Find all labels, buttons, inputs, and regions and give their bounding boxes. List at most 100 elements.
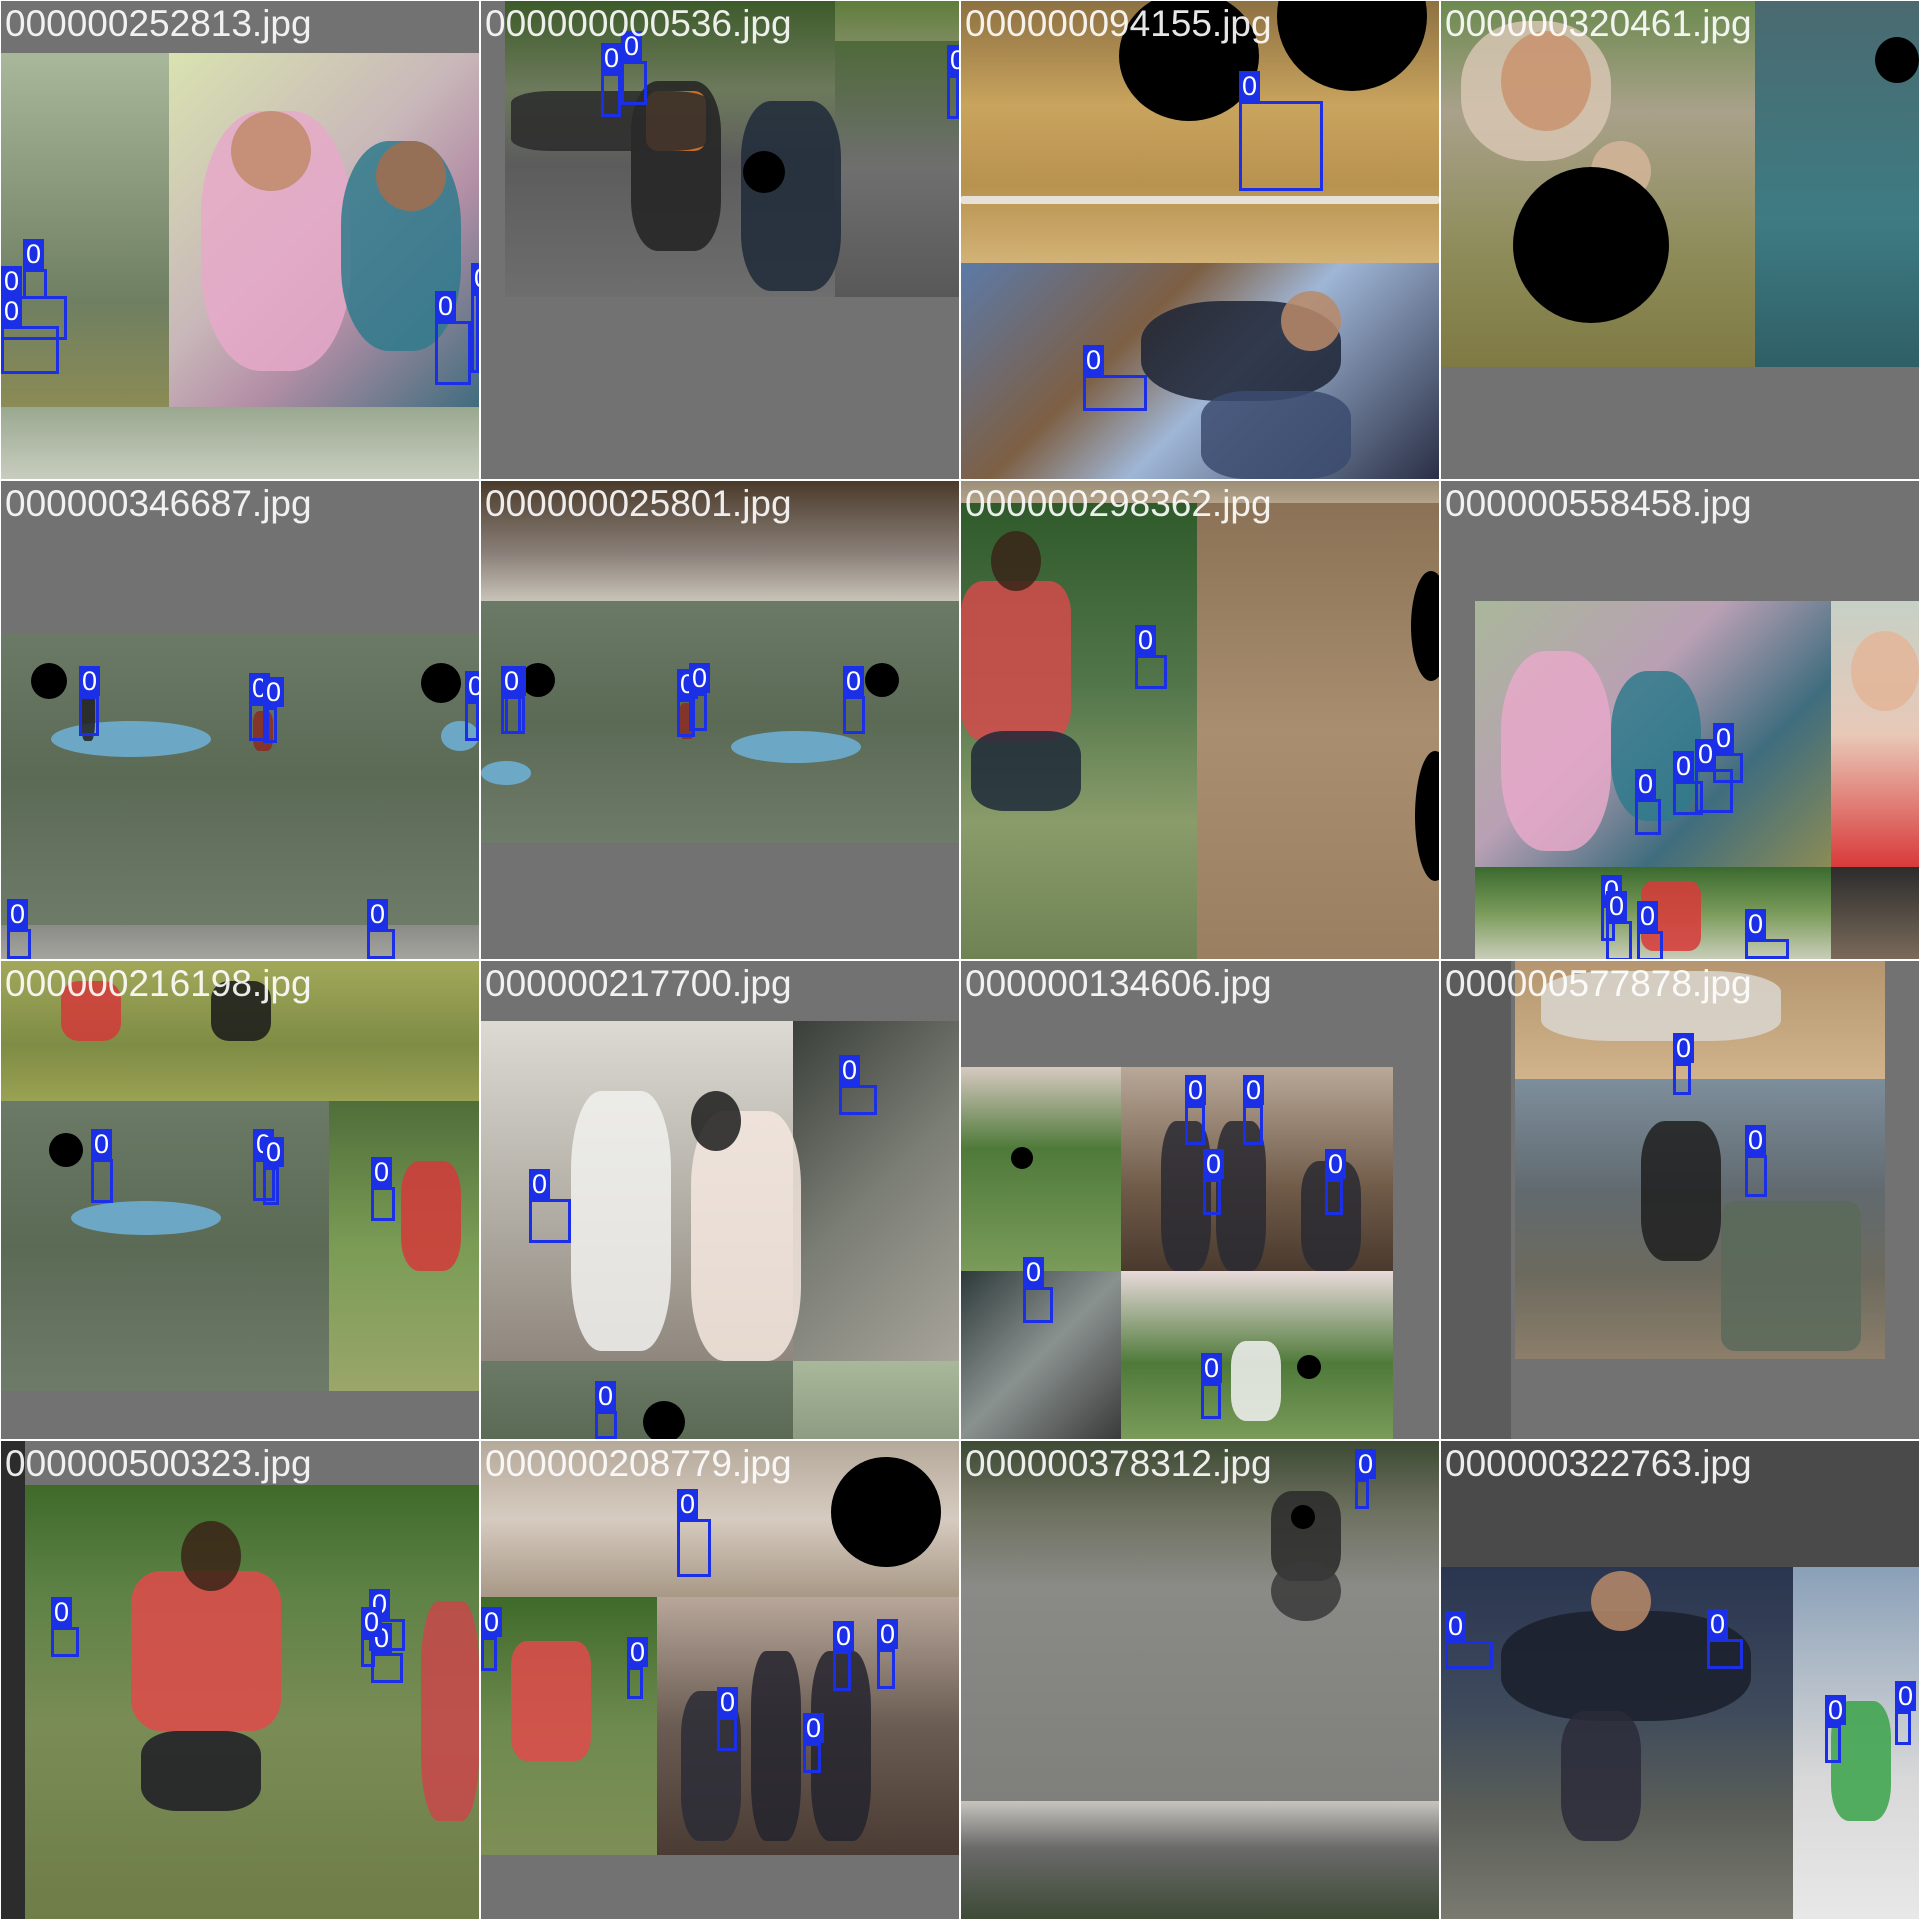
bounding-box [1325,1179,1343,1215]
tile-filename: 000000378312.jpg [965,1443,1272,1484]
photo-crop [961,1271,1121,1439]
photo-crop [793,1361,959,1439]
bounding-box [595,1411,617,1439]
bounding-box [1673,781,1703,815]
scene-figure [1216,1121,1266,1271]
black-occluder-circle [49,1133,83,1167]
bounding-box-label: 0 [839,1055,861,1085]
bounding-box [877,1649,895,1689]
bounding-box [1445,1641,1493,1669]
bounding-box-label: 0 [91,1129,113,1159]
scene-figure [441,721,479,751]
bounding-box-label: 0 [1635,769,1657,799]
bounding-box [1713,753,1743,783]
scene-figure [991,531,1041,591]
bounding-box [249,703,269,741]
scene-figure [961,196,1439,204]
tile-filename: 000000558458.jpg [1445,483,1752,524]
scene-figure [961,581,1071,741]
black-occluder-circle [521,663,555,697]
scene-figure [61,981,121,1041]
bounding-box-label: 0 [689,663,711,693]
scene-figure [1161,1121,1211,1271]
scene-figure [211,981,271,1041]
bounding-box [677,1519,711,1577]
scene-figure [811,1651,871,1841]
bounding-box-label: 0 [1825,1695,1847,1725]
bounding-box-label: 0 [263,677,285,707]
bounding-box [1185,1105,1205,1145]
tile-filename: 000000500323.jpg [5,1443,312,1484]
photo-crop [1,53,169,407]
bounding-box-label: 0 [1239,71,1261,101]
bounding-box [471,293,479,373]
bounding-box-label: 0 [1707,1609,1729,1639]
scene-figure [1541,971,1781,1041]
bounding-box-label: 0 [1,296,23,326]
photo-crop [1831,867,1919,959]
photo-crop [835,41,959,297]
bounding-box-label: 0 [1637,901,1659,931]
bounding-box [1606,921,1632,959]
bounding-box [51,1627,79,1657]
mosaic-tile: 0 0 0 0 000000500323.jpg [1,1441,479,1919]
bounding-box [717,1717,737,1751]
black-occluder-circle [1513,167,1669,323]
bounding-box [263,707,277,743]
bounding-box-label: 0 [79,666,101,696]
bounding-box-label: 0 [465,671,479,701]
bounding-box [1637,931,1663,959]
black-occluder-circle [743,151,785,193]
photo-crop [1,1441,25,1919]
scene-figure [1501,31,1591,131]
bounding-box [833,1651,851,1691]
bounding-box-label: 0 [627,1637,649,1667]
scene-figure [181,1521,241,1591]
bounding-box [371,1187,395,1221]
scene-figure [1591,1571,1651,1631]
mosaic-tile: 0 0 0 000000217700.jpg [481,961,959,1439]
bounding-box-label: 0 [803,1713,825,1743]
tile-filename: 000000577878.jpg [1445,963,1752,1004]
bounding-box [263,1167,279,1205]
scene-figure [1851,631,1919,711]
scene-figure [376,141,446,211]
black-occluder-circle [865,663,899,697]
bounding-box-label: 0 [1201,1353,1223,1383]
photo-crop [481,481,631,601]
scene-figure [1641,1121,1721,1261]
mosaic-tile: 0 0 000000577878.jpg [1441,961,1919,1439]
black-occluder-circle [1119,1,1259,121]
bounding-box-label: 0 [1445,1611,1467,1641]
scene-figure [1201,391,1351,479]
scene-figure [71,1201,221,1235]
bounding-box-label: 0 [361,1607,383,1637]
bounding-box [1895,1711,1911,1745]
tile-filename: 000000346687.jpg [5,483,312,524]
photo-crop [835,1,959,41]
bounding-box-label: 0 [677,1489,699,1519]
photo-crop [1441,961,1511,1439]
bounding-box-label: 0 [1673,1033,1695,1063]
bounding-box-label: 0 [1745,909,1767,939]
bounding-box [627,1667,643,1699]
bounding-box-label: 0 [1745,1125,1767,1155]
bounding-box [947,75,959,119]
scene-figure [231,111,311,191]
scene-figure [751,1651,801,1841]
bounding-box [689,693,707,731]
bounding-box [1243,1105,1263,1145]
black-occluder-circle [643,1401,685,1439]
bounding-box [465,701,479,741]
bounding-box-label: 0 [877,1619,899,1649]
bounding-box [1635,799,1661,835]
mosaic-tile: 0 0 000000094155.jpg [961,1,1439,479]
tile-filename: 000000094155.jpg [965,3,1272,44]
bounding-box [601,73,621,117]
bounding-box-label: 0 [367,899,389,929]
scene-figure [511,1641,591,1761]
bounding-box-label: 0 [435,291,457,321]
mosaic-tile: 0 0 0 000000000536.jpg [481,1,959,479]
bounding-box-label: 0 [1023,1257,1045,1287]
bounding-box-label: 0 [717,1687,739,1717]
